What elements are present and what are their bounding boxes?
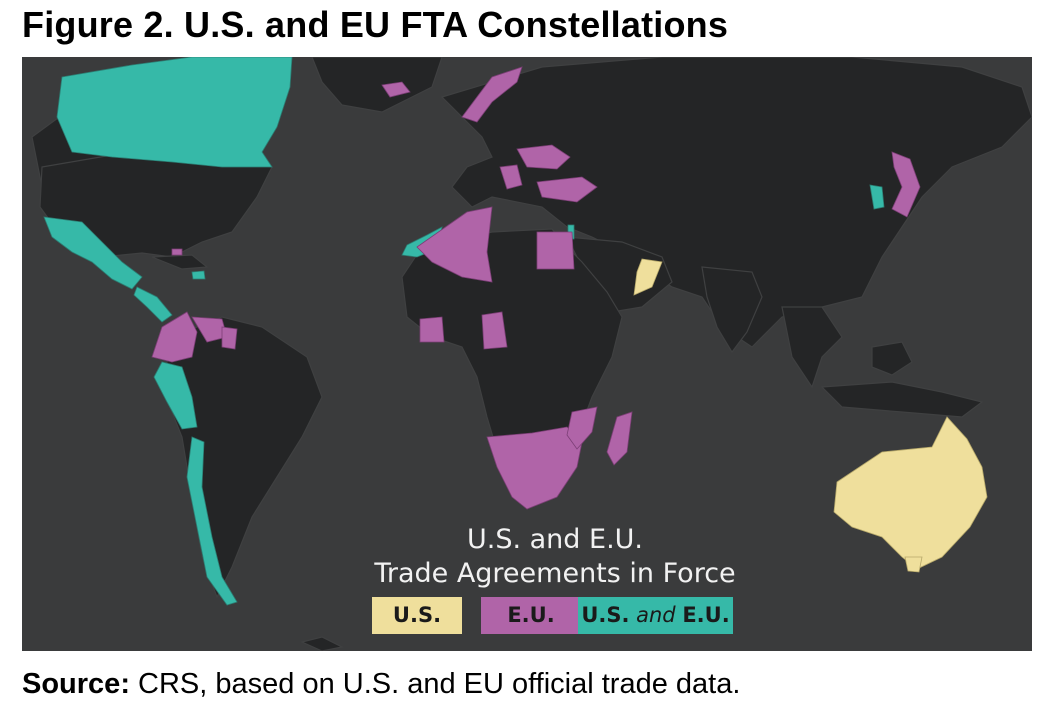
legend-swatch-eu: E.U.: [481, 597, 581, 634]
region-japan: [891, 151, 921, 218]
legend-title-line2: Trade Agreements in Force: [374, 558, 736, 589]
source-note: Source: CRS, based on U.S. and EU offici…: [22, 668, 740, 701]
land-antarctica: [300, 636, 344, 651]
region-norway: [461, 66, 523, 123]
region-chile: [186, 436, 238, 606]
eu-group: [151, 66, 921, 510]
region-tasmania: [904, 556, 923, 573]
region-peru: [153, 361, 198, 430]
both-group: [43, 57, 885, 606]
legend-both-pre: U.S.: [581, 603, 630, 627]
region-cameroon: [481, 311, 508, 350]
legend-title: U.S. and E.U. Trade Agreements in Force: [360, 523, 750, 591]
legend-swatch-us: U.S.: [372, 597, 462, 634]
region-egypt: [536, 231, 575, 270]
legend-title-line1: U.S. and E.U.: [466, 524, 643, 555]
legend-both-post: E.U.: [682, 603, 730, 627]
land-india: [701, 266, 763, 354]
world-map: U.S. and E.U. Trade Agreements in Force …: [22, 57, 1032, 651]
region-caribbean-eu: [171, 248, 183, 256]
land-seasia: [781, 306, 843, 389]
legend-both-mid: and: [629, 603, 683, 627]
source-label: Source:: [22, 668, 130, 700]
region-australia: [833, 416, 988, 570]
region-madagascar: [606, 411, 633, 466]
legend-swatch-both: U.S. and E.U.: [578, 597, 733, 634]
land-caribbean: [151, 254, 209, 270]
land-eurasia: [440, 57, 1032, 348]
land-borneo: [871, 341, 913, 376]
region-central-america: [133, 286, 173, 323]
region-dominican: [191, 270, 206, 280]
region-canada: [56, 57, 293, 168]
region-balkans: [499, 164, 523, 190]
land-south-america: [161, 316, 323, 599]
region-ukraine: [516, 144, 571, 170]
region-mexico: [43, 216, 143, 290]
us-group: [633, 258, 988, 573]
region-southern-africa: [486, 426, 583, 510]
region-korea: [869, 184, 885, 210]
region-suriname: [221, 326, 238, 350]
region-algeria: [416, 206, 493, 283]
region-oman: [633, 258, 663, 296]
land-indonesia: [820, 381, 984, 418]
region-mozambique: [566, 406, 598, 450]
region-colombia: [151, 311, 198, 363]
region-ivory-coast: [419, 316, 445, 343]
source-text: CRS, based on U.S. and EU official trade…: [129, 668, 741, 700]
region-iceland: [381, 81, 411, 98]
region-turkey: [536, 176, 598, 203]
figure-title: Figure 2. U.S. and EU FTA Constellations: [22, 4, 729, 45]
map-svg: [31, 57, 1032, 651]
land-greenland: [311, 57, 443, 113]
